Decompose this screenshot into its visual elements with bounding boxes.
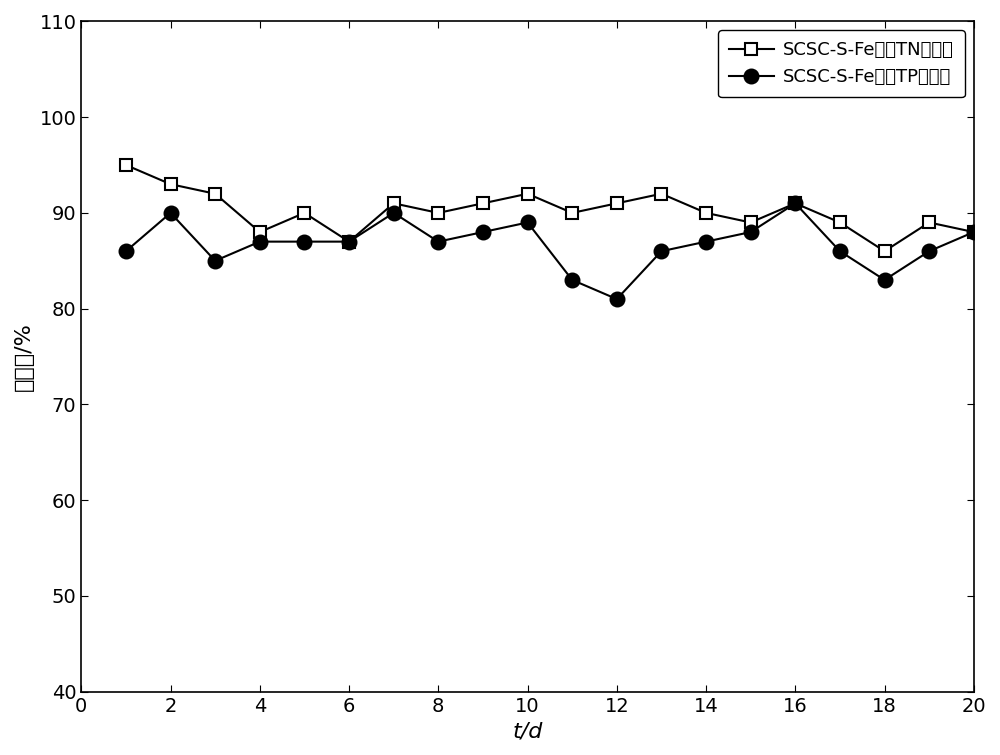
SCSC-S-Fe体系TN去除率 [700, 208, 712, 217]
SCSC-S-Fe体系TN去除率 [789, 199, 801, 208]
SCSC-S-Fe体系TN去除率 [655, 190, 667, 199]
SCSC-S-Fe体系TP去除率 [745, 227, 757, 236]
SCSC-S-Fe体系TN去除率 [388, 199, 400, 208]
SCSC-S-Fe体系TN去除率 [611, 199, 623, 208]
SCSC-S-Fe体系TN去除率 [477, 199, 489, 208]
SCSC-S-Fe体系TP去除率 [522, 218, 534, 227]
SCSC-S-Fe体系TP去除率 [566, 276, 578, 285]
SCSC-S-Fe体系TP去除率 [655, 247, 667, 256]
SCSC-S-Fe体系TP去除率 [789, 199, 801, 208]
SCSC-S-Fe体系TP去除率 [432, 237, 444, 246]
SCSC-S-Fe体系TN去除率 [522, 190, 534, 199]
SCSC-S-Fe体系TN去除率 [745, 218, 757, 227]
SCSC-S-Fe体系TP去除率 [477, 227, 489, 236]
SCSC-S-Fe体系TP去除率 [879, 276, 891, 285]
SCSC-S-Fe体系TN去除率 [165, 180, 177, 189]
SCSC-S-Fe体系TP去除率 [923, 247, 935, 256]
SCSC-S-Fe体系TP去除率 [298, 237, 310, 246]
SCSC-S-Fe体系TP去除率 [700, 237, 712, 246]
SCSC-S-Fe体系TN去除率 [343, 237, 355, 246]
SCSC-S-Fe体系TP去除率 [968, 227, 980, 236]
SCSC-S-Fe体系TP去除率 [165, 208, 177, 217]
SCSC-S-Fe体系TN去除率 [923, 218, 935, 227]
SCSC-S-Fe体系TP去除率 [343, 237, 355, 246]
SCSC-S-Fe体系TP去除率 [254, 237, 266, 246]
Y-axis label: 去除率/%: 去除率/% [14, 322, 34, 391]
SCSC-S-Fe体系TN去除率 [566, 208, 578, 217]
SCSC-S-Fe体系TP去除率 [209, 256, 221, 265]
SCSC-S-Fe体系TN去除率 [432, 208, 444, 217]
SCSC-S-Fe体系TP去除率 [388, 208, 400, 217]
Line: SCSC-S-Fe体系TN去除率: SCSC-S-Fe体系TN去除率 [120, 159, 979, 257]
SCSC-S-Fe体系TN去除率 [879, 247, 891, 256]
SCSC-S-Fe体系TN去除率 [968, 227, 980, 236]
Legend: SCSC-S-Fe体系TN去除率, SCSC-S-Fe体系TP去除率: SCSC-S-Fe体系TN去除率, SCSC-S-Fe体系TP去除率 [718, 30, 965, 97]
X-axis label: t/d: t/d [512, 721, 543, 741]
SCSC-S-Fe体系TN去除率 [254, 227, 266, 236]
SCSC-S-Fe体系TP去除率 [120, 247, 132, 256]
SCSC-S-Fe体系TP去除率 [611, 294, 623, 304]
SCSC-S-Fe体系TP去除率 [834, 247, 846, 256]
SCSC-S-Fe体系TN去除率 [209, 190, 221, 199]
SCSC-S-Fe体系TN去除率 [120, 161, 132, 170]
Line: SCSC-S-Fe体系TP去除率: SCSC-S-Fe体系TP去除率 [119, 196, 981, 306]
SCSC-S-Fe体系TN去除率 [298, 208, 310, 217]
SCSC-S-Fe体系TN去除率 [834, 218, 846, 227]
